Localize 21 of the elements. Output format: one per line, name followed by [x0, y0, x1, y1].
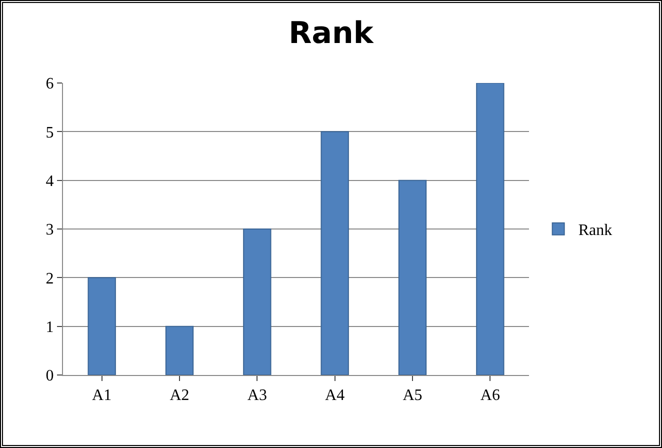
- x-tick-label: A2: [170, 387, 190, 404]
- y-tick-label: 2: [46, 270, 54, 288]
- bar: [165, 326, 194, 375]
- bar: [88, 277, 116, 375]
- y-tick-label: 6: [46, 76, 54, 93]
- x-tick-label: A4: [325, 387, 345, 404]
- y-tick-label: 0: [46, 368, 54, 385]
- y-tick-label: 4: [46, 172, 54, 190]
- y-tick-label: 3: [46, 222, 54, 239]
- y-tick-label: 1: [46, 318, 54, 336]
- chart-title: Rank: [288, 16, 374, 51]
- x-tick-label: A5: [402, 387, 422, 404]
- y-tick-label: 5: [46, 124, 54, 142]
- bar: [243, 228, 272, 375]
- x-tick-label: A6: [480, 387, 500, 404]
- x-tick-label: A3: [247, 387, 267, 404]
- legend-label: Rank: [578, 222, 612, 240]
- bar: [320, 131, 349, 375]
- bar: [398, 180, 427, 375]
- x-tick-label: A1: [92, 387, 112, 404]
- bar: [476, 83, 504, 375]
